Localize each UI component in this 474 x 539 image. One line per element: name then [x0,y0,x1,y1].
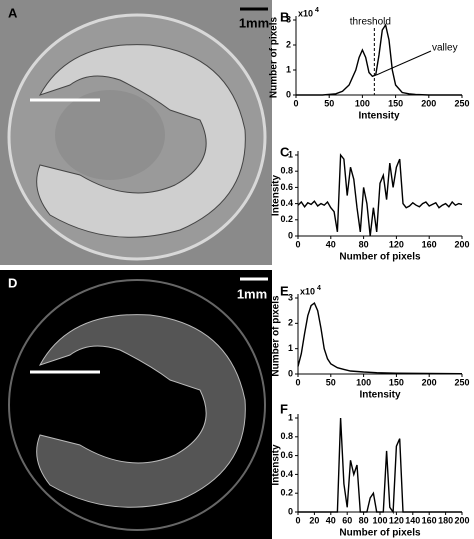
y-tick-label: 0.2 [280,214,293,224]
y-axis-label: Number of pixels [269,17,280,99]
panel-label: A [8,5,18,20]
y-tick-label: 1 [288,149,293,159]
x-tick-label: 120 [389,515,404,525]
x-tick-label: 0 [295,515,300,525]
x-tick-label: 80 [359,239,369,249]
panel-label: E [280,283,289,298]
x-tick-label: 100 [372,515,387,525]
y-tick-label: 2 [286,39,291,49]
x-tick-label: 150 [388,98,403,108]
x-tick-label: 40 [326,515,336,525]
y-tick-label: 0.8 [280,166,293,176]
x-tick-label: 160 [422,515,437,525]
x-tick-label: 0 [295,239,300,249]
y-tick-label: 0 [288,230,293,240]
ct-image-thresholded: D 1mm [0,270,272,539]
x-axis-label: Number of pixels [339,252,421,263]
chart: B 0 50 100 150 200 250 0 1 2 3 Intensity Number of p… [269,7,470,122]
y-scale-exponent: 4 [317,285,321,292]
data-line [298,417,462,515]
y-tick-label: 0.6 [280,182,293,192]
x-tick-label: 0 [295,377,300,387]
y-tick-label: 3 [288,292,293,302]
data-line [296,23,462,96]
x-tick-label: 40 [326,239,336,249]
panel-label: B [280,9,289,24]
panel-label: D [8,275,17,290]
x-tick-label: 100 [356,377,371,387]
x-tick-label: 160 [422,239,437,249]
y-tick-label: 0 [288,368,293,378]
x-tick-label: 250 [454,98,469,108]
x-tick-label: 200 [421,98,436,108]
y-tick-label: 0.6 [280,450,293,460]
x-tick-label: 200 [422,377,437,387]
y-tick-label: 1 [286,64,291,74]
x-tick-label: 250 [454,377,469,387]
y-tick-label: 1 [288,412,293,422]
x-tick-label: 60 [342,515,352,525]
x-tick-label: 200 [454,239,469,249]
chart: C 0 40 80 120 160 200 0 0.2 0.4 0.6 0.8 1 Number of p… [271,144,470,262]
y-axis-label: Intensity [271,444,282,486]
y-tick-label: 1 [288,343,293,353]
chart: F 0 20 40 60 80 100 120 140 160 180 200 0 0.2 0.4 0.6 0.… [271,401,470,538]
y-tick-label: 0.8 [280,431,293,441]
panel-label: C [280,144,290,159]
x-tick-label: 80 [359,515,369,525]
x-tick-label: 0 [293,98,298,108]
x-axis-label: Intensity [358,111,400,122]
y-tick-label: 0 [286,89,291,99]
y-tick-label: 0 [288,506,293,516]
annotation-arrow [376,50,432,76]
ct-image-raw: A 1mm [0,0,272,265]
x-tick-label: 180 [438,515,453,525]
y-scale-base: x10 [298,8,313,18]
x-tick-label: 140 [405,515,420,525]
scale-label: 1mm [239,15,269,30]
y-tick-label: 2 [288,318,293,328]
x-axis-label: Number of pixels [339,528,421,539]
y-scale-base: x10 [300,286,315,296]
y-scale-exponent: 4 [315,7,319,14]
x-tick-label: 100 [355,98,370,108]
x-tick-label: 20 [309,515,319,525]
data-line [297,302,463,375]
x-tick-label: 200 [454,515,469,525]
y-tick-label: 0.2 [280,488,293,498]
panel-label: F [280,401,288,416]
x-axis-label: Intensity [359,390,401,401]
x-tick-label: 50 [324,98,334,108]
annotation: threshold [350,17,391,28]
y-axis-label: Intensity [271,175,282,217]
y-tick-label: 0.4 [280,469,293,479]
data-line [297,153,463,237]
annotation: valley [432,43,458,54]
chart: E 0 50 100 150 200 250 0 1 2 3 Intensity Number of p… [271,283,470,400]
y-axis-label: Number of pixels [271,295,282,377]
x-tick-label: 50 [326,377,336,387]
y-tick-label: 3 [286,14,291,24]
y-tick-label: 0.4 [280,198,293,208]
scale-label: 1mm [237,286,267,301]
x-tick-label: 120 [389,239,404,249]
x-tick-label: 150 [389,377,404,387]
